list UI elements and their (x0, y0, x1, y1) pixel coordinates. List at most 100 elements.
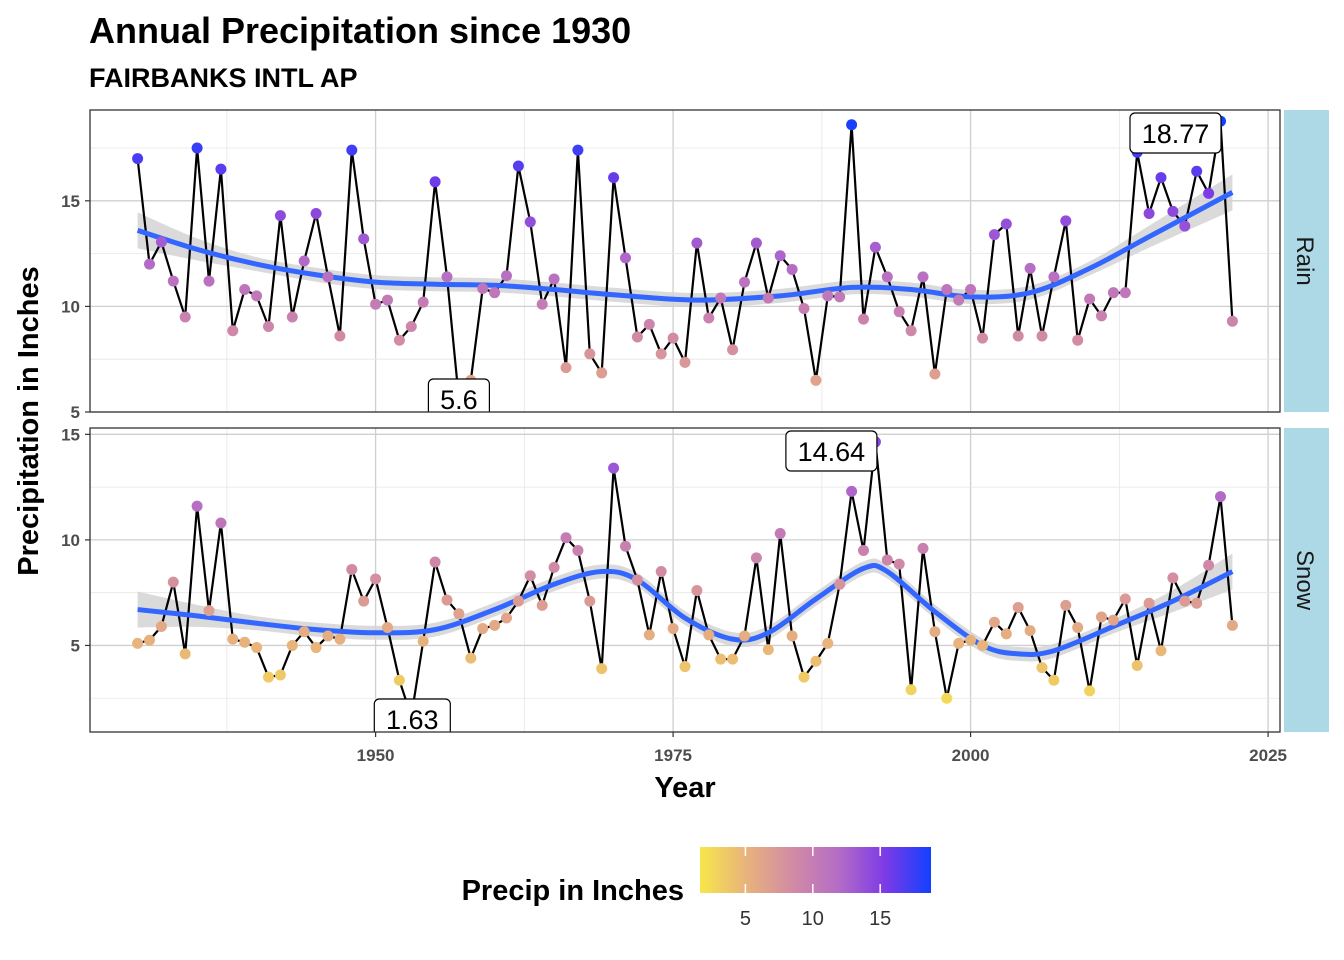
data-point (429, 176, 441, 188)
data-point (501, 612, 512, 624)
data-point (132, 637, 144, 649)
data-point (572, 544, 584, 556)
x-tick-label: 2025 (1249, 746, 1287, 765)
legend-title: Precip in Inches (462, 875, 684, 907)
data-point (1012, 330, 1024, 342)
data-point (310, 207, 322, 219)
data-point (917, 271, 929, 283)
data-point (905, 325, 917, 337)
data-point (548, 273, 560, 285)
data-point (179, 311, 191, 323)
data-point (203, 275, 215, 287)
data-point (703, 629, 715, 641)
data-point (524, 216, 536, 228)
x-tick-label: 2000 (952, 746, 990, 765)
facet-strip (1284, 428, 1329, 732)
data-point (382, 622, 393, 633)
y-tick-label: 15 (61, 192, 80, 211)
data-point (393, 334, 405, 346)
data-point (310, 642, 322, 654)
data-point (132, 153, 144, 165)
data-point (1012, 601, 1024, 613)
data-point (1119, 593, 1131, 605)
data-point (1084, 685, 1096, 697)
data-point (679, 356, 691, 368)
value-label: 1.63 (373, 698, 451, 735)
data-point (191, 142, 203, 154)
data-point (1096, 611, 1107, 623)
data-point (144, 634, 155, 646)
data-point (144, 258, 155, 270)
data-point (203, 605, 215, 617)
data-point (1179, 220, 1191, 232)
data-point (1155, 172, 1167, 184)
chart-title: Annual Precipitation since 1930 (89, 10, 631, 51)
data-point (727, 653, 739, 665)
data-point (1000, 218, 1012, 230)
panel-border (89, 427, 1281, 733)
data-point (858, 544, 869, 556)
data-point (1203, 559, 1215, 571)
data-point (501, 270, 512, 282)
data-point (893, 558, 905, 570)
facet-strip-label: Rain (1291, 236, 1318, 285)
data-point (155, 236, 167, 248)
data-point (1060, 599, 1072, 611)
data-point (631, 574, 643, 586)
data-point (167, 576, 179, 588)
data-point (298, 255, 310, 267)
data-point (846, 485, 858, 497)
data-point (1107, 287, 1119, 299)
data-point (881, 271, 893, 283)
panel-background (90, 428, 1280, 732)
data-point (655, 348, 667, 360)
data-point (1048, 674, 1060, 686)
data-point (227, 633, 239, 645)
data-point (405, 320, 417, 332)
data-point (1096, 310, 1107, 322)
data-point (1072, 622, 1084, 633)
data-point (905, 684, 917, 696)
value-label-text: 5.6 (440, 385, 478, 415)
data-point (334, 633, 346, 645)
data-point (798, 671, 810, 683)
data-point (465, 652, 477, 664)
data-point (239, 636, 251, 648)
y-tick-label: 5 (71, 636, 80, 655)
data-point (263, 320, 274, 332)
data-point (1036, 662, 1048, 674)
data-point (774, 250, 786, 262)
data-point (1107, 614, 1119, 626)
data-point (822, 290, 834, 302)
data-point (1119, 287, 1131, 299)
x-tick-label: 1950 (357, 746, 395, 765)
data-point (191, 500, 203, 512)
data-point (608, 462, 620, 474)
data-point (1024, 625, 1036, 637)
value-label: 5.6 (427, 378, 490, 415)
color-legend: Precip in Inches 5 10 15 (462, 847, 931, 930)
data-point (1167, 572, 1179, 584)
data-point (1155, 645, 1167, 657)
value-label-text: 1.63 (386, 705, 439, 735)
facet-panels: 5.6 18.77 5 10 15 Rain 1.63 14.64 5 10 15 Snow 1950 1… (61, 109, 1329, 765)
data-point (810, 374, 822, 386)
data-point (1179, 595, 1191, 607)
data-point (988, 616, 1000, 628)
data-point (988, 229, 1000, 241)
data-point (584, 348, 596, 360)
data-point (346, 563, 358, 575)
data-point (917, 542, 929, 554)
data-point (941, 692, 953, 704)
data-point (608, 172, 620, 184)
data-point (667, 623, 679, 635)
data-point (274, 669, 286, 681)
data-point (1060, 215, 1072, 227)
data-point (786, 263, 798, 275)
data-point (762, 644, 774, 656)
data-point (869, 241, 881, 253)
data-point (536, 298, 548, 310)
data-point (810, 655, 822, 667)
data-point (286, 311, 298, 323)
data-point (929, 626, 941, 638)
